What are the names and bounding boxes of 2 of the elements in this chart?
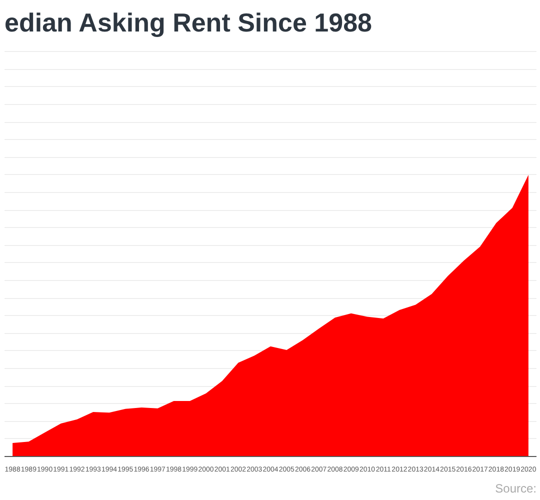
chart-title: edian Asking Rent Since 1988 — [4, 8, 372, 38]
source-note: Source: — [495, 482, 537, 496]
